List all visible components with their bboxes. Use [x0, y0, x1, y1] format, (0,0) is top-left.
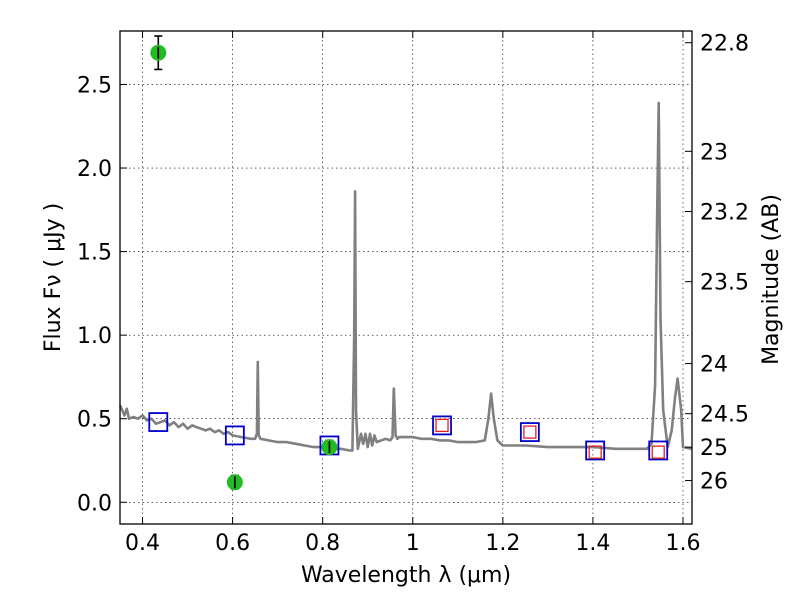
y-tick-label: 2.5 — [77, 73, 112, 98]
right-tick-label: 23.2 — [700, 200, 749, 225]
x-tick-label: 1 — [406, 531, 420, 556]
observed-photometry-square — [523, 425, 537, 439]
model-spectrum — [118, 101, 693, 452]
model-photometry-square — [648, 440, 669, 461]
right-tick-label: 23 — [700, 140, 728, 165]
y-axis-label: Flux Fν ( μJy ) — [41, 203, 66, 352]
y-axis-ticks: 0.0 0.5 1.0 1.5 2.0 2.5 — [77, 73, 127, 516]
observed-photometry-square — [435, 418, 449, 433]
y-tick-label: 1.0 — [77, 324, 112, 349]
x-axis-label: Wavelength λ (μm) — [301, 563, 511, 588]
right-tick-label: 24.5 — [700, 403, 749, 428]
observed-photometry-markers — [435, 418, 665, 459]
grid-lines — [120, 31, 692, 524]
observed-photometry-square — [651, 445, 665, 459]
model-photometry-markers — [148, 412, 669, 461]
y-tick-label: 1.5 — [77, 241, 112, 266]
right-tick-label: 23.5 — [700, 271, 749, 296]
model-photometry-square — [148, 412, 169, 432]
x-tick-label: 0.6 — [215, 531, 250, 556]
x-tick-label: 0.8 — [305, 531, 340, 556]
right-tick-label: 24 — [700, 353, 728, 378]
right-tick-label: 22.8 — [700, 32, 749, 57]
x-tick-label: 1.2 — [485, 531, 520, 556]
model-photometry-square — [585, 440, 606, 461]
model-photometry-square — [224, 425, 245, 446]
model-photometry-square — [432, 415, 452, 436]
plot-frame — [119, 30, 693, 525]
observed-photometry-square — [588, 445, 602, 459]
right-axis-ticks: 22.8 23 23.2 23.5 24 24.5 25 26 — [685, 32, 749, 495]
x-tick-label: 1.6 — [665, 531, 700, 556]
detection-points — [150, 35, 338, 491]
y-tick-label: 2.0 — [77, 157, 112, 182]
right-tick-label: 26 — [700, 470, 728, 495]
y-tick-label: 0.0 — [77, 491, 112, 516]
x-tick-label: 0.4 — [125, 531, 160, 556]
model-spectrum-line — [118, 101, 693, 452]
right-axis-label: Magnitude (AB) — [759, 194, 784, 365]
right-tick-label: 25 — [700, 436, 728, 461]
x-tick-label: 1.4 — [575, 531, 610, 556]
y-tick-label: 0.5 — [77, 408, 112, 433]
x-axis-ticks: 0.4 0.6 0.8 1 1.2 1.4 1.6 — [125, 31, 700, 556]
model-photometry-square — [519, 422, 540, 442]
